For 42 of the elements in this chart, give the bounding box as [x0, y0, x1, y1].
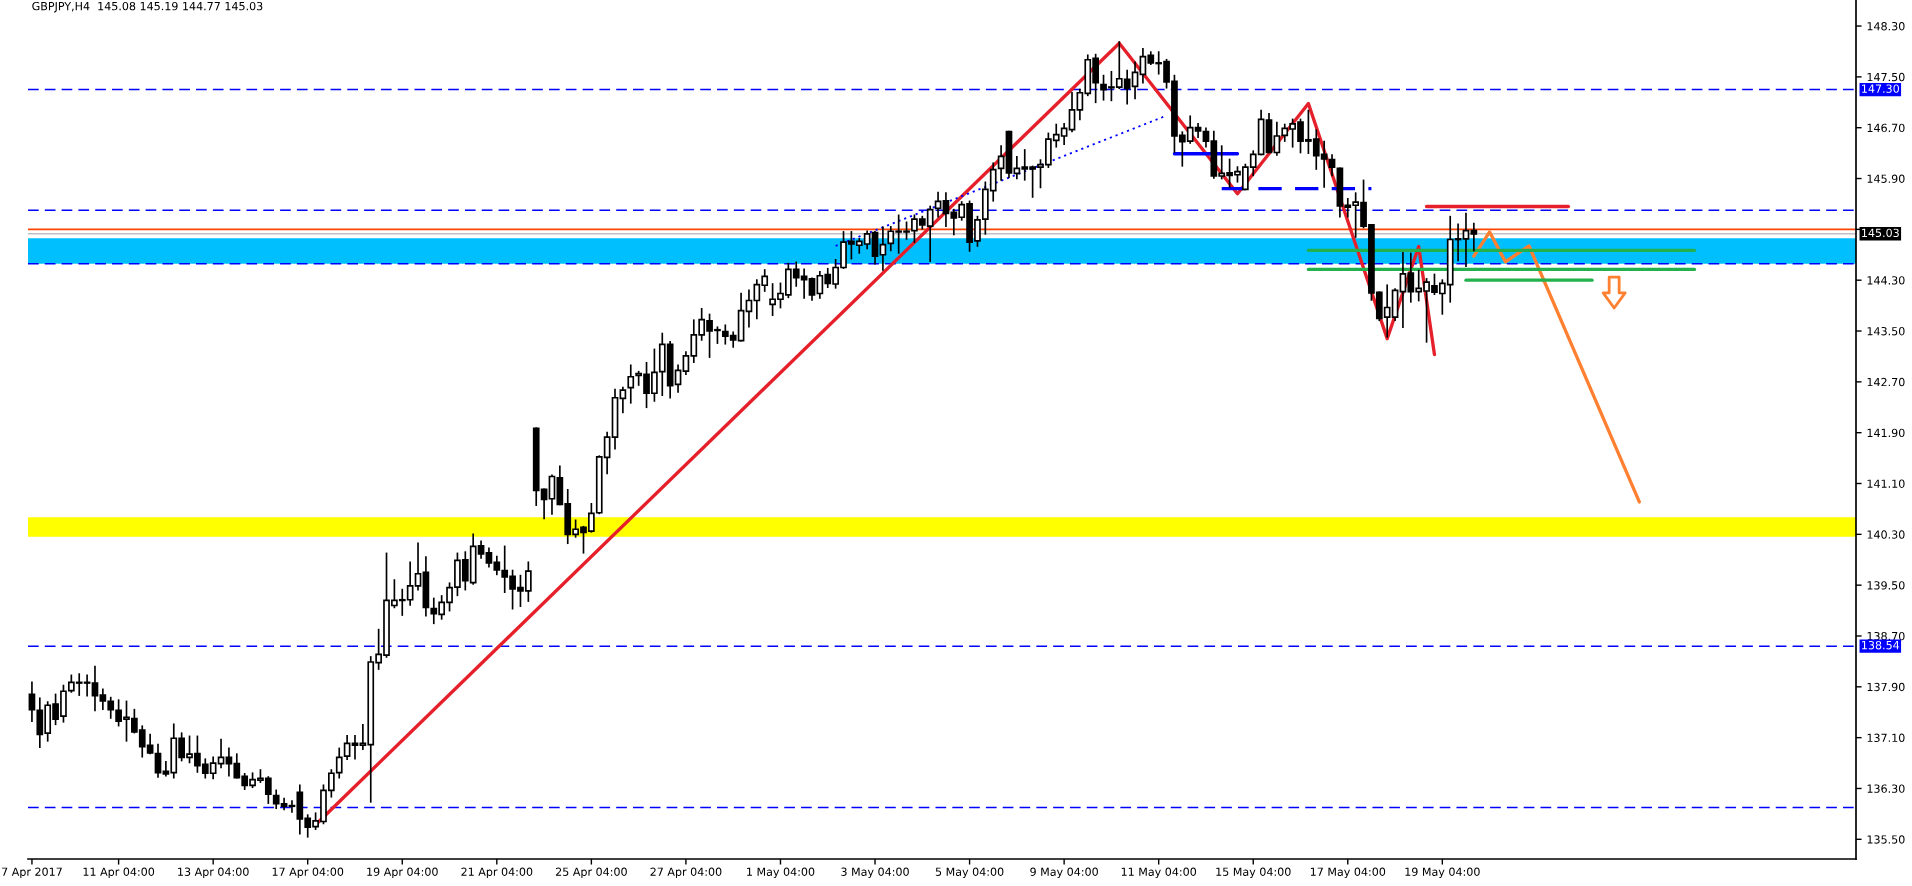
y-tick-label: 147.50 — [1867, 72, 1905, 82]
x-tick-label: 25 Apr 04:00 — [555, 867, 627, 879]
y-tick-label: 146.70 — [1867, 123, 1905, 133]
x-tick-label: 11 May 04:00 — [1121, 867, 1197, 879]
ref-line-label: 138.54 — [1862, 640, 1900, 650]
y-tick-label: 139.50 — [1867, 581, 1905, 590]
x-tick-label: 17 Apr 04:00 — [272, 867, 344, 879]
x-tick-label: 9 May 04:00 — [1030, 867, 1098, 879]
x-tick-label: 21 Apr 04:00 — [461, 867, 533, 879]
x-tick-label: 17 May 04:00 — [1310, 867, 1386, 879]
x-tick-label: 1 May 04:00 — [747, 867, 815, 879]
ref-line-label: 145.03 — [1862, 228, 1899, 238]
x-tick-label: 3 May 04:00 — [841, 867, 909, 879]
candlestick — [619, 386, 627, 414]
y-tick-label: 145.90 — [1867, 174, 1905, 183]
y-tick-label: 135.50 — [1867, 835, 1905, 844]
y-tick-label: 136.30 — [1867, 784, 1905, 793]
chart-title: GBPJPY,H4 145.08 145.19 144.77 145.03 — [32, 1, 263, 13]
candlestick — [879, 226, 887, 271]
x-tick-label: 7 Apr 2017 — [2, 867, 62, 879]
line-series — [1472, 230, 1641, 504]
y-tick-label: 138.70 — [1867, 631, 1905, 641]
candlestick — [997, 145, 1005, 181]
y-tick-label: 144.30 — [1867, 276, 1905, 285]
y-tick-label: 143.50 — [1867, 326, 1905, 336]
y-tick-label: 148.30 — [1867, 22, 1905, 31]
x-tick-label: 19 May 04:00 — [1405, 867, 1480, 879]
y-tick-label: 142.70 — [1867, 377, 1905, 387]
y-tick-label: 141.90 — [1867, 428, 1905, 438]
candlestick — [627, 364, 635, 404]
candlestick — [808, 277, 816, 301]
x-tick-label: 11 Apr 04:00 — [83, 867, 155, 879]
ref-line-label: 147.30 — [1862, 84, 1899, 93]
y-tick-label: 140.30 — [1867, 530, 1905, 539]
x-tick-label: 15 May 04:00 — [1216, 867, 1291, 879]
x-tick-label: 19 Apr 04:00 — [367, 867, 438, 879]
x-tick-label: 5 May 04:00 — [935, 867, 1004, 879]
y-tick-label: 141.10 — [1867, 479, 1905, 488]
y-tick-label: 137.90 — [1867, 682, 1905, 692]
x-tick-label: 13 Apr 04:00 — [178, 867, 249, 879]
x-tick-label: 27 Apr 04:00 — [650, 867, 722, 879]
y-tick-label: 137.10 — [1867, 733, 1905, 743]
